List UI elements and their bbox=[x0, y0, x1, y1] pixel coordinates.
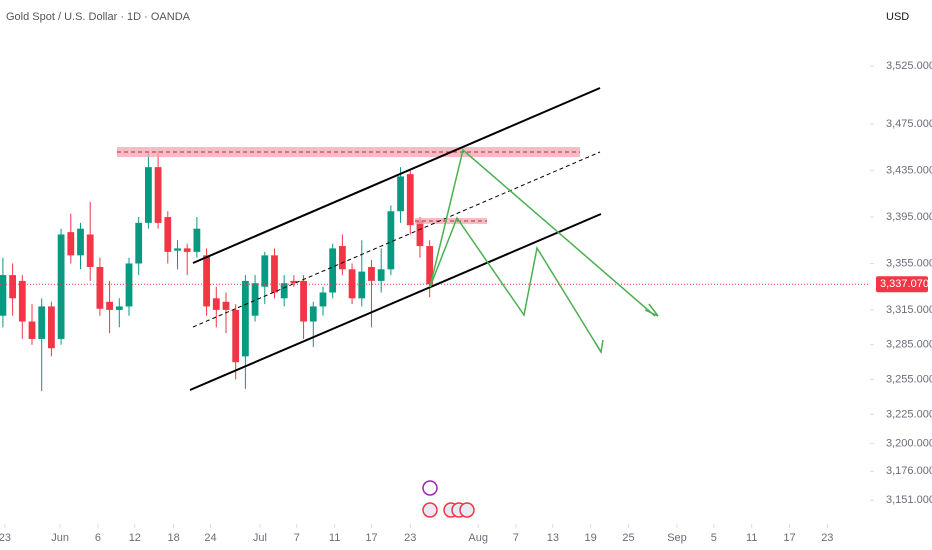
candle-body bbox=[358, 271, 366, 299]
currency: USD bbox=[886, 11, 909, 23]
candle-body bbox=[329, 248, 337, 293]
projection bbox=[429, 148, 656, 317]
candle-body bbox=[77, 228, 84, 256]
candle-body bbox=[212, 298, 220, 310]
candle-body bbox=[106, 301, 113, 310]
candle-body bbox=[232, 309, 240, 363]
x-tick-label: 17 bbox=[365, 532, 377, 544]
candle-body bbox=[222, 301, 230, 310]
x-tick-label: Aug bbox=[468, 532, 488, 544]
x-tick-label: Sep bbox=[667, 532, 687, 544]
x-tick-label: 23 bbox=[0, 532, 11, 544]
candle-body bbox=[300, 280, 307, 322]
candle-body bbox=[348, 269, 356, 299]
channel-mid bbox=[192, 151, 601, 328]
candle-body bbox=[426, 246, 434, 285]
candle-body bbox=[319, 292, 327, 307]
x-tick-label: 18 bbox=[167, 532, 179, 544]
y-tick-label: 3,525.000 bbox=[886, 60, 932, 72]
candle-body bbox=[309, 306, 317, 322]
event-icon[interactable] bbox=[422, 502, 438, 518]
candle-body bbox=[9, 275, 17, 299]
candle-body bbox=[387, 211, 395, 270]
candle-body bbox=[377, 269, 385, 281]
price-badge bbox=[876, 276, 928, 293]
candle-body bbox=[397, 176, 404, 212]
candle-body bbox=[48, 306, 55, 349]
candle-body bbox=[145, 167, 152, 223]
candle-body bbox=[115, 306, 123, 310]
x-tick-label: 5 bbox=[711, 532, 717, 544]
x-tick-label: 13 bbox=[547, 532, 559, 544]
y-tick-label: 3,255.000 bbox=[886, 373, 932, 385]
y-tick-label: 3,225.000 bbox=[886, 408, 932, 420]
chart-title: Gold Spot / U.S. Dollar · 1D · OANDA bbox=[6, 11, 191, 23]
event-icon[interactable] bbox=[422, 480, 438, 496]
x-tick-label: 7 bbox=[294, 532, 300, 544]
arrow-head bbox=[594, 339, 604, 355]
x-tick-label: 25 bbox=[622, 532, 634, 544]
candle-body bbox=[183, 248, 191, 252]
y-tick-label: 3,285.000 bbox=[886, 339, 932, 351]
x-tick-label: Jul bbox=[253, 532, 267, 544]
candle-body bbox=[416, 220, 424, 247]
candle-body bbox=[251, 283, 259, 316]
candle-body bbox=[241, 280, 249, 357]
candle-body bbox=[368, 266, 375, 281]
x-tick-label: 11 bbox=[746, 532, 757, 544]
price-label: 3,337.070 bbox=[880, 278, 929, 290]
x-tick-label: 6 bbox=[95, 532, 101, 544]
candle-body bbox=[271, 255, 278, 293]
candle-body bbox=[280, 283, 288, 299]
x-tick-label: 11 bbox=[329, 532, 340, 544]
candle-body bbox=[338, 246, 346, 270]
candle-body bbox=[18, 280, 26, 322]
x-tick-label: 23 bbox=[404, 532, 416, 544]
candle-body bbox=[67, 232, 75, 256]
x-tick-label: Jun bbox=[51, 532, 69, 544]
candle-body bbox=[86, 234, 94, 267]
x-tick-label: 19 bbox=[585, 532, 597, 544]
y-tick-label: 3,355.000 bbox=[886, 257, 932, 269]
x-tick-label: 23 bbox=[821, 532, 833, 544]
candle-body bbox=[154, 167, 162, 223]
candle-body bbox=[28, 321, 36, 339]
y-tick-label: 3,475.000 bbox=[886, 118, 932, 130]
x-tick-label: 17 bbox=[783, 532, 795, 544]
candle-body bbox=[203, 255, 210, 307]
candle-body bbox=[290, 280, 298, 284]
candle-body bbox=[406, 174, 414, 226]
y-tick-label: 3,151.000 bbox=[886, 494, 932, 506]
candle-body bbox=[135, 222, 143, 264]
candle-body bbox=[193, 228, 201, 252]
y-tick-label: 3,395.000 bbox=[886, 211, 932, 223]
candle-body bbox=[174, 248, 181, 251]
y-tick-label: 3,176.000 bbox=[886, 465, 932, 477]
channel-upper bbox=[192, 87, 601, 264]
candle-body bbox=[57, 234, 65, 339]
x-tick-label: 24 bbox=[204, 532, 216, 544]
candle-body bbox=[164, 217, 172, 252]
x-tick-label: 12 bbox=[129, 532, 141, 544]
arrow-head bbox=[644, 303, 659, 317]
y-tick-label: 3,315.000 bbox=[886, 304, 932, 316]
drawings bbox=[117, 87, 659, 518]
x-tick-label: 7 bbox=[513, 532, 519, 544]
candle-body bbox=[125, 263, 133, 307]
y-tick-label: 3,435.000 bbox=[886, 165, 932, 177]
candle-body bbox=[38, 306, 46, 339]
channel-lower bbox=[189, 213, 602, 391]
y-tick-label: 3,200.000 bbox=[886, 437, 932, 449]
projection bbox=[429, 216, 602, 353]
candle-body bbox=[0, 275, 7, 316]
candle-body bbox=[261, 255, 269, 287]
event-icon[interactable] bbox=[459, 502, 475, 518]
candle-body bbox=[96, 266, 104, 309]
